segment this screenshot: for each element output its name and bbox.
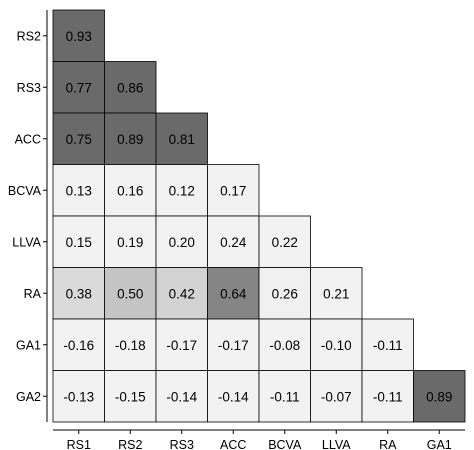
heatmap-cell xyxy=(310,267,363,320)
cell-value-label: 0.89 xyxy=(426,389,452,404)
x-tick-label: ACC xyxy=(220,438,246,450)
heatmap-cell xyxy=(413,370,466,423)
cell-value-label: 0.12 xyxy=(169,183,195,198)
x-tick-label: BCVA xyxy=(268,438,302,450)
heatmap-cell xyxy=(52,9,105,62)
x-tick-label: GA1 xyxy=(427,438,452,450)
cell-value-label: 0.93 xyxy=(66,29,92,44)
heatmap-axes xyxy=(46,10,465,431)
heatmap-cell xyxy=(104,61,157,114)
cell-value-label: -0.16 xyxy=(63,338,94,353)
heatmap-cell xyxy=(52,318,105,371)
heatmap-cell xyxy=(104,215,157,268)
cell-value-label: -0.18 xyxy=(115,338,146,353)
cell-value-label: 0.50 xyxy=(117,286,143,301)
heatmap-cell xyxy=(258,215,311,268)
cell-value-label: -0.14 xyxy=(166,389,197,404)
heatmap-cell xyxy=(104,164,157,217)
cell-value-label: -0.11 xyxy=(373,338,403,353)
cell-value-label: 0.17 xyxy=(220,183,246,198)
heatmap-cell xyxy=(361,318,414,371)
heatmap-cell xyxy=(207,267,260,320)
cell-value-label: 0.89 xyxy=(117,132,143,147)
heatmap-cell xyxy=(361,370,414,423)
y-tick-label: LLVA xyxy=(12,235,41,249)
heatmap-cell xyxy=(52,267,105,320)
heatmap-cells: 0.93 0.77 0.86 0.75 0.89 0.81 0.13 0.16 0.12 0.17… xyxy=(52,9,466,423)
x-tick-label: LLVA xyxy=(322,438,351,450)
cell-value-label: -0.10 xyxy=(321,338,352,353)
cell-value-label: 0.19 xyxy=(117,235,143,250)
heatmap-cell xyxy=(104,318,157,371)
cell-value-label: -0.17 xyxy=(218,338,249,353)
cell-value-label: 0.42 xyxy=(169,286,195,301)
heatmap-cell xyxy=(310,370,363,423)
y-tick-label: RA xyxy=(24,287,42,301)
heatmap-cell xyxy=(52,112,105,165)
cell-value-label: 0.16 xyxy=(117,183,143,198)
cell-value-label: 0.81 xyxy=(169,132,195,147)
y-tick-label: GA1 xyxy=(16,338,41,352)
cell-value-label: 0.13 xyxy=(66,183,92,198)
cell-value-label: 0.26 xyxy=(272,286,298,301)
cell-value-label: 0.24 xyxy=(220,235,247,250)
cell-value-label: -0.15 xyxy=(115,389,146,404)
heatmap-cell xyxy=(207,215,260,268)
cell-value-label: 0.22 xyxy=(272,235,298,250)
heatmap-cell xyxy=(52,370,105,423)
x-tick-label: RS1 xyxy=(67,438,91,450)
heatmap-cell xyxy=(310,318,363,371)
cell-value-label: 0.21 xyxy=(323,286,349,301)
cell-value-label: 0.86 xyxy=(117,80,143,95)
cell-value-label: -0.13 xyxy=(63,389,94,404)
y-tick-label: ACC xyxy=(15,132,41,146)
y-tick-label: GA2 xyxy=(16,390,41,404)
cell-value-label: 0.20 xyxy=(169,235,195,250)
y-axis-ticks: RS2 RS3 ACC BCVA LLVA RA GA1 GA2 xyxy=(8,29,47,404)
cell-value-label: -0.17 xyxy=(166,338,197,353)
heatmap-cell xyxy=(52,61,105,114)
x-tick-label: RA xyxy=(379,438,397,450)
x-tick-label: RS2 xyxy=(118,438,142,450)
x-axis-ticks: RS1 RS2 RS3 ACC BCVA LLVA RA GA1 xyxy=(67,430,452,450)
y-tick-label: RS2 xyxy=(17,29,41,43)
y-tick-label: RS3 xyxy=(17,81,41,95)
x-tick-label: RS3 xyxy=(170,438,194,450)
heatmap-cell xyxy=(155,267,208,320)
cell-value-label: 0.75 xyxy=(66,132,92,147)
heatmap-cell xyxy=(258,267,311,320)
cell-value-label: -0.11 xyxy=(270,389,300,404)
heatmap-cell xyxy=(155,112,208,165)
cell-value-label: 0.64 xyxy=(220,286,247,301)
cell-value-label: -0.07 xyxy=(321,389,352,404)
cell-value-label: -0.14 xyxy=(218,389,249,404)
heatmap-cell xyxy=(207,164,260,217)
heatmap-cell xyxy=(155,370,208,423)
cell-value-label: 0.15 xyxy=(66,235,92,250)
heatmap-cell xyxy=(207,318,260,371)
heatmap-cell xyxy=(104,267,157,320)
cell-value-label: 0.77 xyxy=(66,80,92,95)
y-tick-label: BCVA xyxy=(8,184,42,198)
cell-value-label: -0.11 xyxy=(373,389,403,404)
cell-value-label: -0.08 xyxy=(269,338,300,353)
cell-value-label: 0.38 xyxy=(66,286,92,301)
